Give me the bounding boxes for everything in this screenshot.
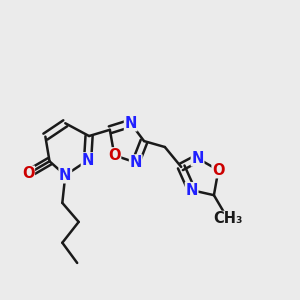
- Text: N: N: [124, 116, 137, 131]
- Text: N: N: [191, 151, 204, 166]
- Text: O: O: [108, 148, 121, 163]
- Text: O: O: [22, 166, 34, 181]
- Text: CH₃: CH₃: [213, 212, 243, 226]
- Text: N: N: [81, 153, 94, 168]
- Text: O: O: [212, 163, 225, 178]
- Text: N: N: [59, 168, 71, 183]
- Text: N: N: [130, 155, 142, 170]
- Text: N: N: [185, 183, 198, 198]
